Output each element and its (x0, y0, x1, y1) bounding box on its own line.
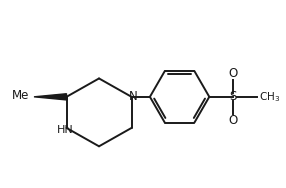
Text: Me: Me (11, 89, 29, 102)
Text: O: O (229, 114, 238, 127)
Polygon shape (34, 94, 67, 100)
Text: N: N (129, 90, 137, 103)
Text: S: S (230, 90, 237, 103)
Text: CH$_3$: CH$_3$ (259, 90, 280, 104)
Text: HN: HN (57, 125, 74, 135)
Text: O: O (229, 67, 238, 80)
